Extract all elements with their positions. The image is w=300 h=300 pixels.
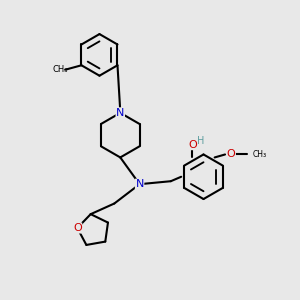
Text: N: N	[116, 108, 124, 118]
Text: O: O	[226, 149, 236, 160]
Text: H: H	[197, 136, 204, 146]
Text: CH₃: CH₃	[52, 65, 68, 74]
Text: N: N	[116, 108, 124, 118]
Text: N: N	[135, 179, 144, 189]
Text: O: O	[188, 140, 197, 150]
Text: CH₃: CH₃	[253, 150, 267, 159]
Text: O: O	[73, 223, 82, 233]
